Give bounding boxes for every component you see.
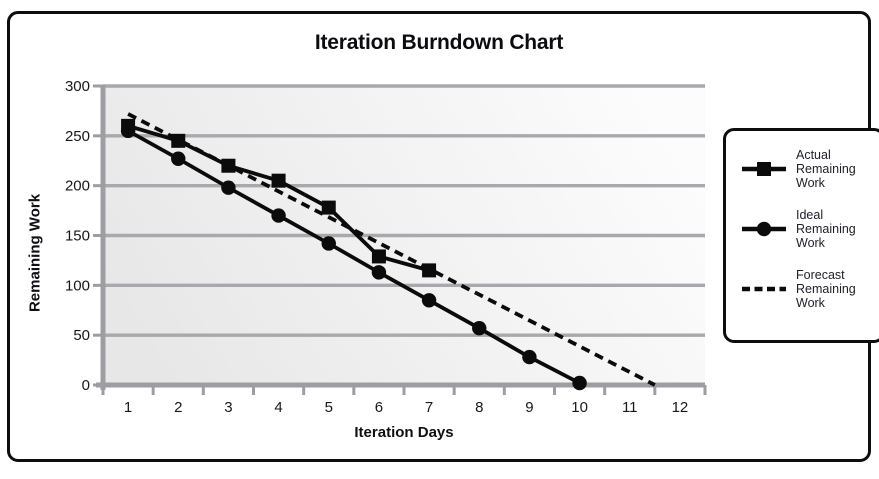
legend-label: Ideal Remaining Work <box>796 208 856 250</box>
x-tick-label: 7 <box>425 399 433 416</box>
y-tick-label: 0 <box>82 377 90 394</box>
marker-square-icon <box>171 133 186 148</box>
marker-circle-icon <box>472 320 487 336</box>
legend-marker-dashed-icon <box>742 286 786 292</box>
marker-square-icon <box>121 118 136 133</box>
legend-label: Actual Remaining Work <box>796 148 856 190</box>
y-tick-label: 150 <box>65 228 90 245</box>
x-tick-label: 2 <box>174 399 182 416</box>
marker-square-icon <box>422 263 437 278</box>
legend-marker-circle-icon <box>742 221 786 237</box>
chart-title: Iteration Burndown Chart <box>314 31 564 54</box>
marker-square-icon <box>321 200 336 215</box>
legend-label: Forecast Remaining Work <box>796 268 856 310</box>
legend-item-ideal: Ideal Remaining Work <box>741 208 879 250</box>
y-axis-title: Remaining Work <box>26 193 44 313</box>
marker-circle-icon <box>371 265 387 280</box>
marker-circle-icon <box>421 293 437 308</box>
marker-square-icon <box>271 173 286 188</box>
y-tick-label: 250 <box>65 128 90 145</box>
y-tick-label: 200 <box>65 178 90 195</box>
x-axis-title: Iteration Days <box>354 424 454 441</box>
y-tick-label: 100 <box>65 277 90 294</box>
x-tick-label: 1 <box>124 399 132 416</box>
x-tick-label: 10 <box>571 399 588 416</box>
y-tick-label: 300 <box>65 78 90 95</box>
series-line-ideal <box>127 129 581 385</box>
x-tick-label: 3 <box>224 399 232 416</box>
marker-circle-icon <box>171 151 186 166</box>
x-tick-label: 12 <box>672 399 689 416</box>
marker-square-icon <box>371 249 386 264</box>
legend-item-actual: Actual Remaining Work <box>741 148 879 190</box>
y-tick-label: 50 <box>73 327 90 344</box>
marker-circle-icon <box>522 349 537 365</box>
x-tick-label: 11 <box>622 399 638 416</box>
marker-circle-icon <box>321 236 336 251</box>
x-tick-label: 6 <box>375 399 383 416</box>
legend-marker-square-icon <box>742 162 786 176</box>
marker-circle-icon <box>221 180 236 195</box>
x-tick-label: 5 <box>325 399 333 416</box>
legend-item-forecast: Forecast Remaining Work <box>741 268 879 310</box>
marker-circle-icon <box>271 208 286 223</box>
x-tick-label: 9 <box>525 399 533 416</box>
x-tick-label: 8 <box>475 399 483 416</box>
marker-square-icon <box>221 158 236 173</box>
x-tick-label: 4 <box>274 399 282 416</box>
marker-circle-icon <box>572 375 587 391</box>
legend: Actual Remaining Work Ideal Remaining Wo… <box>723 128 879 343</box>
